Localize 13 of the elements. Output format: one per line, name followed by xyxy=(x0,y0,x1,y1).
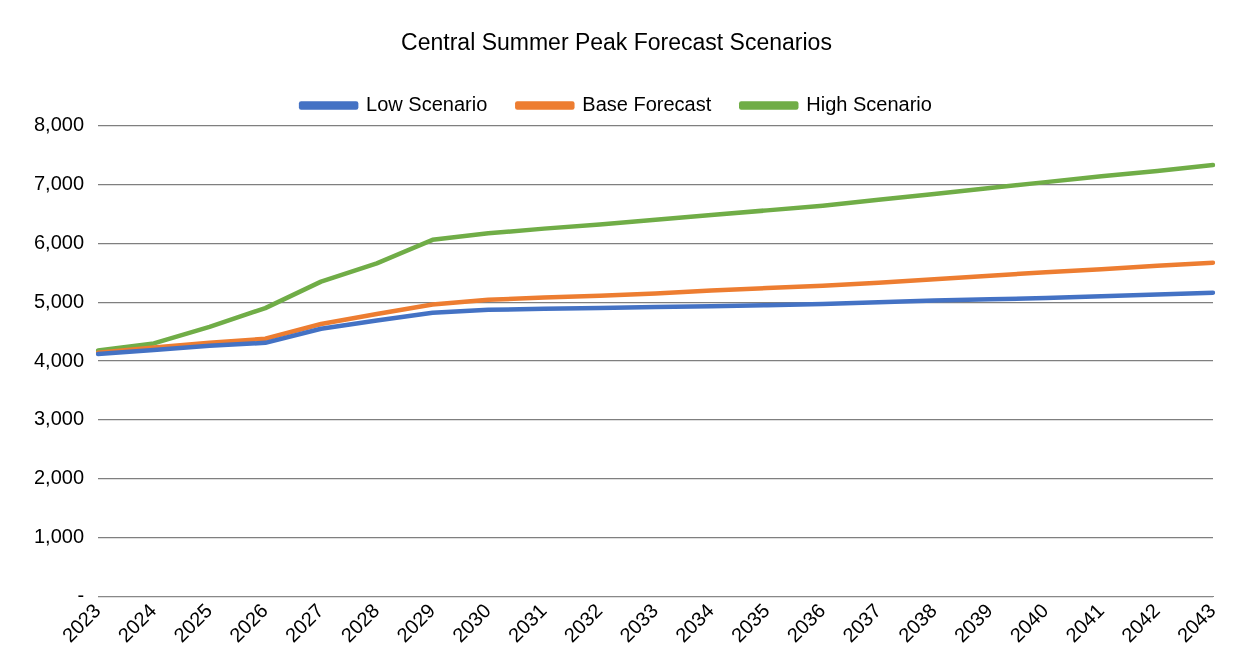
y-tick-label: - xyxy=(77,584,85,607)
legend-label: Base Forecast xyxy=(582,93,712,116)
chart-title: Central Summer Peak Forecast Scenarios xyxy=(401,29,832,56)
y-tick-label: 7,000 xyxy=(33,171,85,194)
y-tick-label: 8,000 xyxy=(33,113,85,136)
legend-label: High Scenario xyxy=(806,93,932,116)
y-tick-label: 6,000 xyxy=(33,230,85,253)
legend-label: Low Scenario xyxy=(366,93,488,116)
y-tick-label: 1,000 xyxy=(33,525,85,548)
y-tick-label: 5,000 xyxy=(33,289,85,312)
y-tick-label: 4,000 xyxy=(33,348,85,371)
y-tick-label: 3,000 xyxy=(33,407,85,430)
y-tick-label: 2,000 xyxy=(33,466,85,489)
